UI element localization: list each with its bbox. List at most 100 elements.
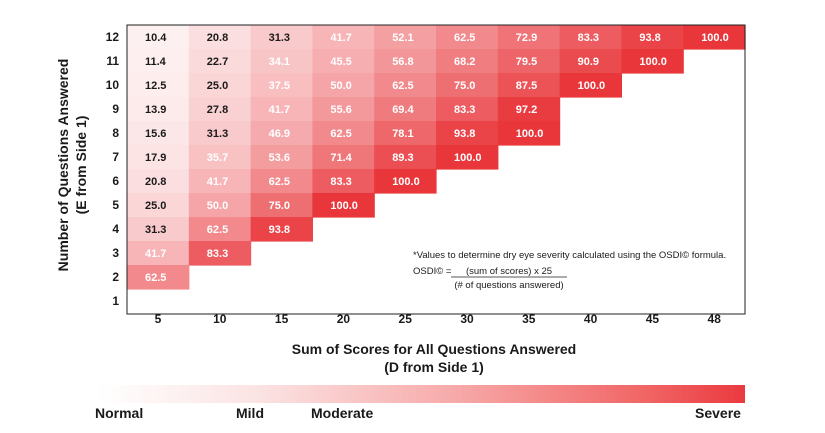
heatmap-cell xyxy=(374,97,437,122)
cell-value-label: 20.8 xyxy=(145,176,166,188)
heatmap-cell xyxy=(312,25,375,50)
cell-value-label: 11.4 xyxy=(145,56,167,68)
cell-value-label: 45.5 xyxy=(330,56,351,68)
heatmap-cell xyxy=(621,25,684,50)
heatmap-cell xyxy=(497,121,561,146)
heatmap-cell xyxy=(250,193,313,218)
heatmap-cell xyxy=(374,121,437,146)
cell-value-label: 83.3 xyxy=(330,176,351,188)
heatmap-cell xyxy=(497,73,561,98)
cell-value-label: 17.9 xyxy=(145,152,166,164)
heatmap-cell xyxy=(127,241,190,266)
y-tick-label: 11 xyxy=(106,54,119,68)
cell-value-label: 31.3 xyxy=(269,32,290,44)
cell-value-label: 100.0 xyxy=(578,80,606,92)
heatmap-cell xyxy=(312,97,375,122)
heatmap-cell xyxy=(250,169,313,194)
y-tick-label: 1 xyxy=(112,294,119,308)
cell-value-label: 93.8 xyxy=(454,128,475,140)
cell-value-label: 22.7 xyxy=(207,56,228,68)
y-tick-label: 8 xyxy=(112,126,119,140)
cell-value-label: 55.6 xyxy=(330,104,351,116)
heatmap-cell xyxy=(188,97,252,122)
y-tick-label: 10 xyxy=(106,78,120,92)
cell-value-label: 20.8 xyxy=(207,32,228,44)
heatmap-cell xyxy=(497,25,561,50)
heatmap-cell xyxy=(312,145,375,170)
x-tick-label: 5 xyxy=(155,312,162,326)
formula-label: OSDI© = xyxy=(413,266,452,277)
cell-value-label: 62.5 xyxy=(207,224,228,236)
cell-value-label: 93.8 xyxy=(269,224,290,236)
severity-gradient-bar xyxy=(97,385,745,403)
cell-value-label: 72.9 xyxy=(516,32,537,44)
cell-value-label: 53.6 xyxy=(269,152,290,164)
heatmap-cell xyxy=(312,193,375,218)
heatmap-cell xyxy=(436,73,499,98)
heatmap-cell xyxy=(374,145,437,170)
cell-value-label: 75.0 xyxy=(269,200,290,212)
heatmap-cell xyxy=(312,121,375,146)
heatmap-cell xyxy=(127,217,190,242)
cell-value-label: 37.5 xyxy=(269,80,290,92)
heatmap-cell xyxy=(188,241,252,266)
cell-value-label: 34.1 xyxy=(269,56,290,68)
heatmap-cell xyxy=(188,25,252,50)
cell-value-label: 68.2 xyxy=(454,56,475,68)
heatmap-cell xyxy=(436,145,499,170)
severity-label-moderate: Moderate xyxy=(311,405,374,421)
heatmap-cell xyxy=(374,169,437,194)
cell-value-label: 50.0 xyxy=(330,80,351,92)
heatmap-cell xyxy=(250,25,313,50)
formula-denominator: (# of questions answered) xyxy=(454,280,563,291)
heatmap-cell xyxy=(436,121,499,146)
heatmap-cell xyxy=(312,73,375,98)
cell-value-label: 71.4 xyxy=(330,152,352,164)
heatmap-cell xyxy=(497,97,561,122)
heatmap-cell xyxy=(683,25,746,50)
heatmap-cell xyxy=(497,49,561,74)
heatmap-cell xyxy=(188,193,252,218)
heatmap-cell xyxy=(621,49,684,74)
heatmap-cell xyxy=(188,145,252,170)
cell-value-label: 100.0 xyxy=(330,200,358,212)
heatmap-cell xyxy=(250,121,313,146)
cell-value-label: 100.0 xyxy=(639,56,667,68)
cell-value-label: 27.8 xyxy=(207,104,228,116)
heatmap-cell xyxy=(127,193,190,218)
y-axis-title: Number of Questions Answered xyxy=(55,59,71,272)
heatmap-cell xyxy=(188,49,252,74)
y-tick-label: 12 xyxy=(106,30,120,44)
cell-value-label: 31.3 xyxy=(145,224,166,236)
heatmap-cell xyxy=(188,73,252,98)
cell-value-label: 10.4 xyxy=(145,32,167,44)
cell-value-label: 31.3 xyxy=(207,128,228,140)
cell-value-label: 41.7 xyxy=(330,32,351,44)
cell-value-label: 100.0 xyxy=(701,32,729,44)
cell-value-label: 25.0 xyxy=(145,200,166,212)
cell-value-label: 79.5 xyxy=(516,56,537,68)
cell-value-label: 89.3 xyxy=(392,152,413,164)
cell-value-label: 93.8 xyxy=(639,32,660,44)
cell-value-label: 83.3 xyxy=(454,104,475,116)
heatmap-cell xyxy=(374,73,437,98)
heatmap-cell xyxy=(312,49,375,74)
y-tick-label: 6 xyxy=(112,174,119,188)
annotation-note: *Values to determine dry eye severity ca… xyxy=(413,250,726,261)
y-tick-label: 4 xyxy=(112,222,119,236)
x-tick-label: 10 xyxy=(213,312,227,326)
cell-value-label: 100.0 xyxy=(516,128,544,140)
cell-value-label: 56.8 xyxy=(392,56,413,68)
cell-value-label: 69.4 xyxy=(392,104,414,116)
cells-layer: 10.4 20.8 31.3 41.7 52.1 62.5 72.9 83.3 93.8 100.… xyxy=(127,25,746,290)
y-tick-label: 2 xyxy=(112,270,119,284)
cell-value-label: 62.5 xyxy=(392,80,413,92)
cell-value-label: 100.0 xyxy=(392,176,420,188)
cell-value-label: 78.1 xyxy=(392,128,413,140)
heatmap-cell xyxy=(188,169,252,194)
cell-value-label: 13.9 xyxy=(145,104,166,116)
heatmap-cell xyxy=(127,265,190,290)
heatmap-cell xyxy=(127,25,190,50)
cell-value-label: 52.1 xyxy=(392,32,413,44)
heatmap-cell xyxy=(374,49,437,74)
